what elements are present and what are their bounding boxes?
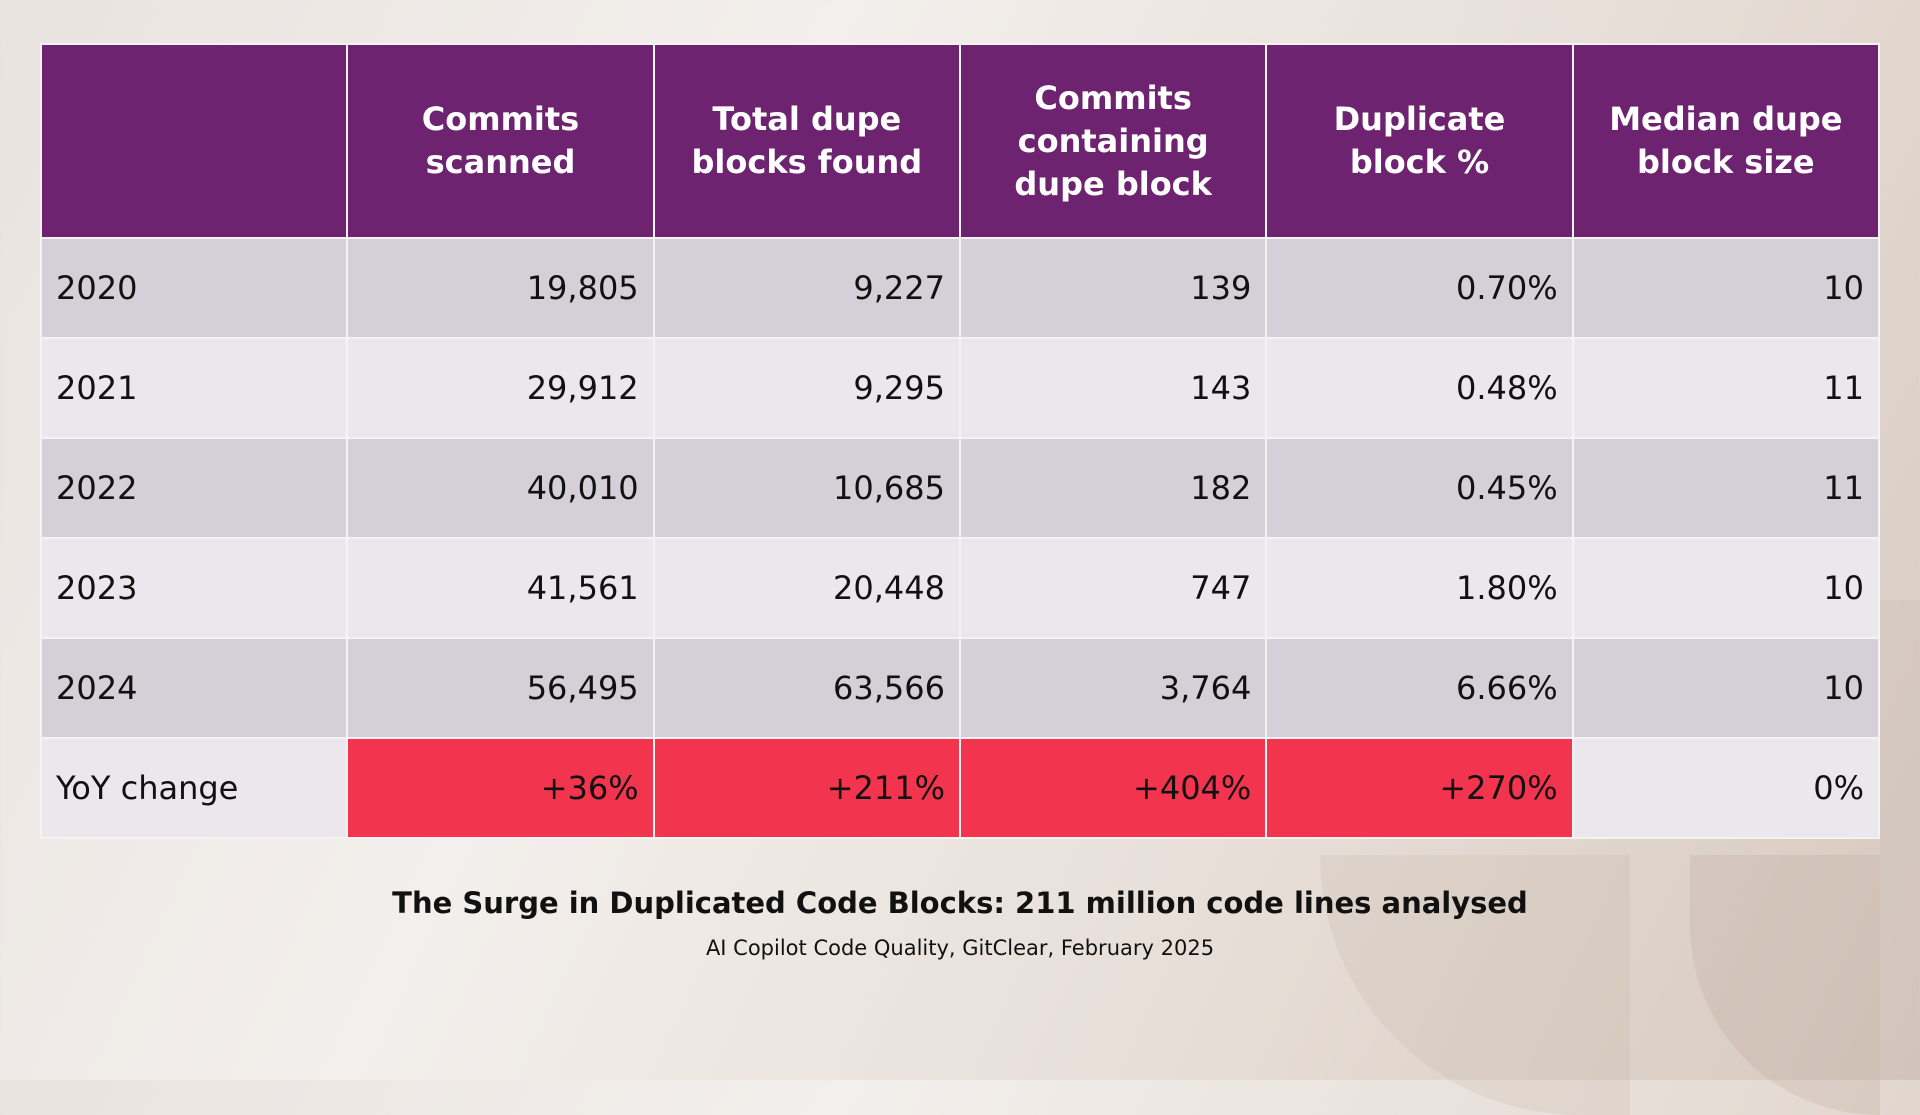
table-cell: +404% — [958, 737, 1268, 839]
table-cell: 6.66% — [1265, 637, 1574, 739]
table-cell: 0% — [1571, 737, 1881, 839]
row-label: 2023 — [39, 537, 349, 639]
yoy-change-row: YoY change +36% +211% +404% +270% 0% — [39, 737, 1881, 839]
table-cell: 0.45% — [1265, 437, 1574, 539]
table-cell: 29,912 — [346, 337, 655, 439]
table-row: 2021 29,912 9,295 143 0.48% 11 — [39, 337, 1881, 439]
table-row: 2020 19,805 9,227 139 0.70% 10 — [39, 237, 1881, 339]
table-cell: 56,495 — [346, 637, 655, 739]
table-row: 2024 56,495 63,566 3,764 6.66% 10 — [39, 637, 1881, 739]
table-cell: 10 — [1571, 637, 1881, 739]
table-cell: 63,566 — [652, 637, 961, 739]
table-cell: +211% — [652, 737, 961, 839]
table-cell: 41,561 — [346, 537, 655, 639]
row-label: 2021 — [39, 337, 349, 439]
header-row: Commits scanned Total dupe blocks found … — [39, 43, 1881, 239]
caption-title: The Surge in Duplicated Code Blocks: 211… — [392, 886, 1528, 920]
table-cell: 3,764 — [958, 637, 1268, 739]
table-cell: 11 — [1571, 437, 1881, 539]
table-cell: 1.80% — [1265, 537, 1574, 639]
table-cell: 10,685 — [652, 437, 961, 539]
header-duplicate-block-pct: Duplicate block % — [1265, 43, 1574, 239]
row-label: 2020 — [39, 237, 349, 339]
header-commits-scanned: Commits scanned — [346, 43, 655, 239]
row-label: 2022 — [39, 437, 349, 539]
decorative-shape — [1880, 600, 1920, 1080]
header-cell — [39, 43, 349, 239]
table-cell: 9,227 — [652, 237, 961, 339]
row-label: 2024 — [39, 637, 349, 739]
table-cell: 747 — [958, 537, 1268, 639]
table-cell: 0.48% — [1265, 337, 1574, 439]
table-cell: 10 — [1571, 237, 1881, 339]
table-cell: +36% — [346, 737, 655, 839]
table-cell: 19,805 — [346, 237, 655, 339]
table-row: 2023 41,561 20,448 747 1.80% 10 — [39, 537, 1881, 639]
table-cell: 182 — [958, 437, 1268, 539]
table-cell: +270% — [1265, 737, 1574, 839]
caption-source: AI Copilot Code Quality, GitClear, Febru… — [705, 936, 1215, 960]
table-cell: 40,010 — [346, 437, 655, 539]
header-commits-containing-dupe: Commits containing dupe block — [958, 43, 1268, 239]
table-cell: 20,448 — [652, 537, 961, 639]
header-median-dupe-size: Median dupe block size — [1571, 43, 1881, 239]
duplicate-code-table: Commits scanned Total dupe blocks found … — [39, 43, 1881, 839]
table-cell: 0.70% — [1265, 237, 1574, 339]
table-cell: 11 — [1571, 337, 1881, 439]
table-cell: 9,295 — [652, 337, 961, 439]
row-label: YoY change — [39, 737, 349, 839]
header-total-dupe-blocks: Total dupe blocks found — [652, 43, 961, 239]
table-row: 2022 40,010 10,685 182 0.45% 11 — [39, 437, 1881, 539]
table-cell: 10 — [1571, 537, 1881, 639]
table-cell: 143 — [958, 337, 1268, 439]
table-cell: 139 — [958, 237, 1268, 339]
